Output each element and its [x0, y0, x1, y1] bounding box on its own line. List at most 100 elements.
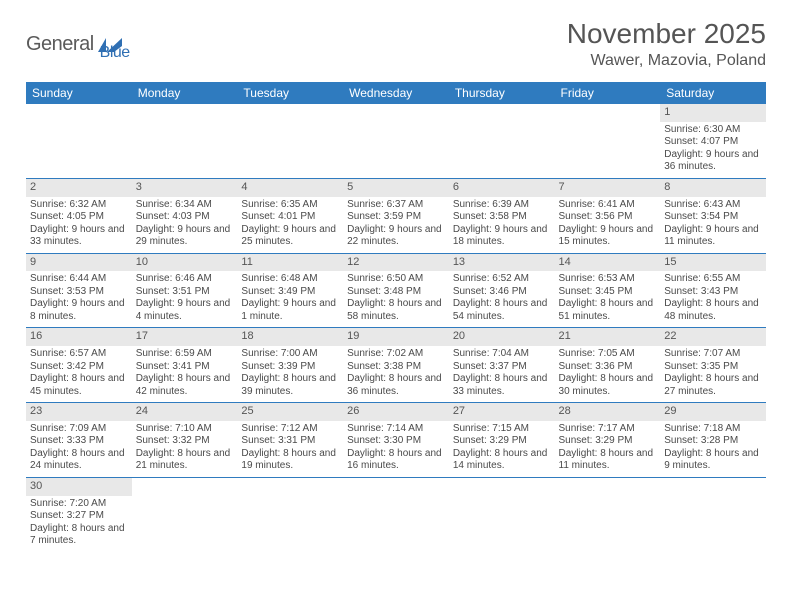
day-body: Sunrise: 6:32 AMSunset: 4:05 PMDaylight:…: [26, 197, 132, 253]
page-title: November 2025: [567, 18, 766, 50]
day-number: 14: [555, 254, 661, 272]
calendar-cell: 27Sunrise: 7:15 AMSunset: 3:29 PMDayligh…: [449, 403, 555, 478]
daylight-text: Daylight: 8 hours and 9 minutes.: [664, 448, 762, 473]
sunset-text: Sunset: 3:39 PM: [241, 361, 339, 374]
day-body: Sunrise: 6:59 AMSunset: 3:41 PMDaylight:…: [132, 346, 238, 402]
day-body: Sunrise: 6:39 AMSunset: 3:58 PMDaylight:…: [449, 197, 555, 253]
calendar-cell: 22Sunrise: 7:07 AMSunset: 3:35 PMDayligh…: [660, 328, 766, 403]
weekday-header: Saturday: [660, 82, 766, 104]
calendar-body: 1Sunrise: 6:30 AMSunset: 4:07 PMDaylight…: [26, 104, 766, 552]
day-number: 15: [660, 254, 766, 272]
sunrise-text: Sunrise: 6:35 AM: [241, 199, 339, 212]
weekday-header: Wednesday: [343, 82, 449, 104]
sunset-text: Sunset: 3:43 PM: [664, 286, 762, 299]
sunset-text: Sunset: 3:53 PM: [30, 286, 128, 299]
calendar-cell: 8Sunrise: 6:43 AMSunset: 3:54 PMDaylight…: [660, 178, 766, 253]
calendar-cell: 17Sunrise: 6:59 AMSunset: 3:41 PMDayligh…: [132, 328, 238, 403]
day-number: 12: [343, 254, 449, 272]
day-number: 25: [237, 403, 343, 421]
sunset-text: Sunset: 3:32 PM: [136, 435, 234, 448]
weekday-header: Tuesday: [237, 82, 343, 104]
daylight-text: Daylight: 8 hours and 30 minutes.: [559, 373, 657, 398]
day-number: 21: [555, 328, 661, 346]
location-label: Wawer, Mazovia, Poland: [567, 52, 766, 70]
sunrise-text: Sunrise: 6:59 AM: [136, 348, 234, 361]
day-body: Sunrise: 7:07 AMSunset: 3:35 PMDaylight:…: [660, 346, 766, 402]
sunrise-text: Sunrise: 7:15 AM: [453, 423, 551, 436]
brand-part1: General: [26, 33, 94, 56]
day-body: Sunrise: 7:04 AMSunset: 3:37 PMDaylight:…: [449, 346, 555, 402]
sunrise-text: Sunrise: 7:05 AM: [559, 348, 657, 361]
calendar-cell-empty: [237, 104, 343, 178]
day-number: 27: [449, 403, 555, 421]
daylight-text: Daylight: 8 hours and 19 minutes.: [241, 448, 339, 473]
day-body: Sunrise: 7:18 AMSunset: 3:28 PMDaylight:…: [660, 421, 766, 477]
day-body: Sunrise: 7:02 AMSunset: 3:38 PMDaylight:…: [343, 346, 449, 402]
daylight-text: Daylight: 9 hours and 4 minutes.: [136, 298, 234, 323]
brand-logo: General Blue: [26, 26, 130, 62]
day-body: Sunrise: 7:05 AMSunset: 3:36 PMDaylight:…: [555, 346, 661, 402]
calendar-cell: 20Sunrise: 7:04 AMSunset: 3:37 PMDayligh…: [449, 328, 555, 403]
calendar-cell-empty: [132, 477, 238, 551]
sunrise-text: Sunrise: 6:43 AM: [664, 199, 762, 212]
calendar-cell: 1Sunrise: 6:30 AMSunset: 4:07 PMDaylight…: [660, 104, 766, 178]
daylight-text: Daylight: 8 hours and 14 minutes.: [453, 448, 551, 473]
brand-part2: Blue: [100, 44, 130, 62]
day-number: 3: [132, 179, 238, 197]
day-body: Sunrise: 7:10 AMSunset: 3:32 PMDaylight:…: [132, 421, 238, 477]
calendar-cell: 16Sunrise: 6:57 AMSunset: 3:42 PMDayligh…: [26, 328, 132, 403]
daylight-text: Daylight: 9 hours and 15 minutes.: [559, 224, 657, 249]
calendar-cell: 14Sunrise: 6:53 AMSunset: 3:45 PMDayligh…: [555, 253, 661, 328]
weekday-header: Thursday: [449, 82, 555, 104]
day-body: Sunrise: 6:55 AMSunset: 3:43 PMDaylight:…: [660, 271, 766, 327]
day-number: 23: [26, 403, 132, 421]
calendar-cell: 4Sunrise: 6:35 AMSunset: 4:01 PMDaylight…: [237, 178, 343, 253]
day-body: Sunrise: 6:52 AMSunset: 3:46 PMDaylight:…: [449, 271, 555, 327]
calendar-cell: 6Sunrise: 6:39 AMSunset: 3:58 PMDaylight…: [449, 178, 555, 253]
daylight-text: Daylight: 8 hours and 11 minutes.: [559, 448, 657, 473]
sunset-text: Sunset: 4:03 PM: [136, 211, 234, 224]
sunrise-text: Sunrise: 7:04 AM: [453, 348, 551, 361]
day-body: Sunrise: 6:57 AMSunset: 3:42 PMDaylight:…: [26, 346, 132, 402]
day-number: 9: [26, 254, 132, 272]
header-right: November 2025 Wawer, Mazovia, Poland: [567, 18, 766, 70]
day-number: 19: [343, 328, 449, 346]
page: General Blue November 2025 Wawer, Mazovi…: [0, 0, 792, 570]
sunset-text: Sunset: 3:30 PM: [347, 435, 445, 448]
sunrise-text: Sunrise: 6:30 AM: [664, 124, 762, 137]
calendar-cell: 9Sunrise: 6:44 AMSunset: 3:53 PMDaylight…: [26, 253, 132, 328]
sunrise-text: Sunrise: 7:10 AM: [136, 423, 234, 436]
calendar-cell: 11Sunrise: 6:48 AMSunset: 3:49 PMDayligh…: [237, 253, 343, 328]
sunrise-text: Sunrise: 6:34 AM: [136, 199, 234, 212]
daylight-text: Daylight: 8 hours and 51 minutes.: [559, 298, 657, 323]
weekday-header: Friday: [555, 82, 661, 104]
calendar-cell-empty: [132, 104, 238, 178]
sunset-text: Sunset: 3:42 PM: [30, 361, 128, 374]
day-body: Sunrise: 7:09 AMSunset: 3:33 PMDaylight:…: [26, 421, 132, 477]
sunset-text: Sunset: 3:54 PM: [664, 211, 762, 224]
day-body: Sunrise: 7:17 AMSunset: 3:29 PMDaylight:…: [555, 421, 661, 477]
sunrise-text: Sunrise: 7:09 AM: [30, 423, 128, 436]
day-number: 5: [343, 179, 449, 197]
day-number: 28: [555, 403, 661, 421]
calendar-cell: 25Sunrise: 7:12 AMSunset: 3:31 PMDayligh…: [237, 403, 343, 478]
sunrise-text: Sunrise: 6:57 AM: [30, 348, 128, 361]
day-body: Sunrise: 6:46 AMSunset: 3:51 PMDaylight:…: [132, 271, 238, 327]
sunrise-text: Sunrise: 6:44 AM: [30, 273, 128, 286]
calendar-cell: 2Sunrise: 6:32 AMSunset: 4:05 PMDaylight…: [26, 178, 132, 253]
day-body: Sunrise: 6:41 AMSunset: 3:56 PMDaylight:…: [555, 197, 661, 253]
day-body: Sunrise: 7:15 AMSunset: 3:29 PMDaylight:…: [449, 421, 555, 477]
sunrise-text: Sunrise: 6:46 AM: [136, 273, 234, 286]
calendar-cell-empty: [343, 104, 449, 178]
sunset-text: Sunset: 3:58 PM: [453, 211, 551, 224]
sunrise-text: Sunrise: 7:07 AM: [664, 348, 762, 361]
calendar-row: 1Sunrise: 6:30 AMSunset: 4:07 PMDaylight…: [26, 104, 766, 178]
sunset-text: Sunset: 3:46 PM: [453, 286, 551, 299]
calendar-cell: 12Sunrise: 6:50 AMSunset: 3:48 PMDayligh…: [343, 253, 449, 328]
sunset-text: Sunset: 3:27 PM: [30, 510, 128, 523]
daylight-text: Daylight: 8 hours and 33 minutes.: [453, 373, 551, 398]
calendar-cell: 28Sunrise: 7:17 AMSunset: 3:29 PMDayligh…: [555, 403, 661, 478]
day-number: 13: [449, 254, 555, 272]
calendar-cell-empty: [555, 477, 661, 551]
calendar-cell: 18Sunrise: 7:00 AMSunset: 3:39 PMDayligh…: [237, 328, 343, 403]
